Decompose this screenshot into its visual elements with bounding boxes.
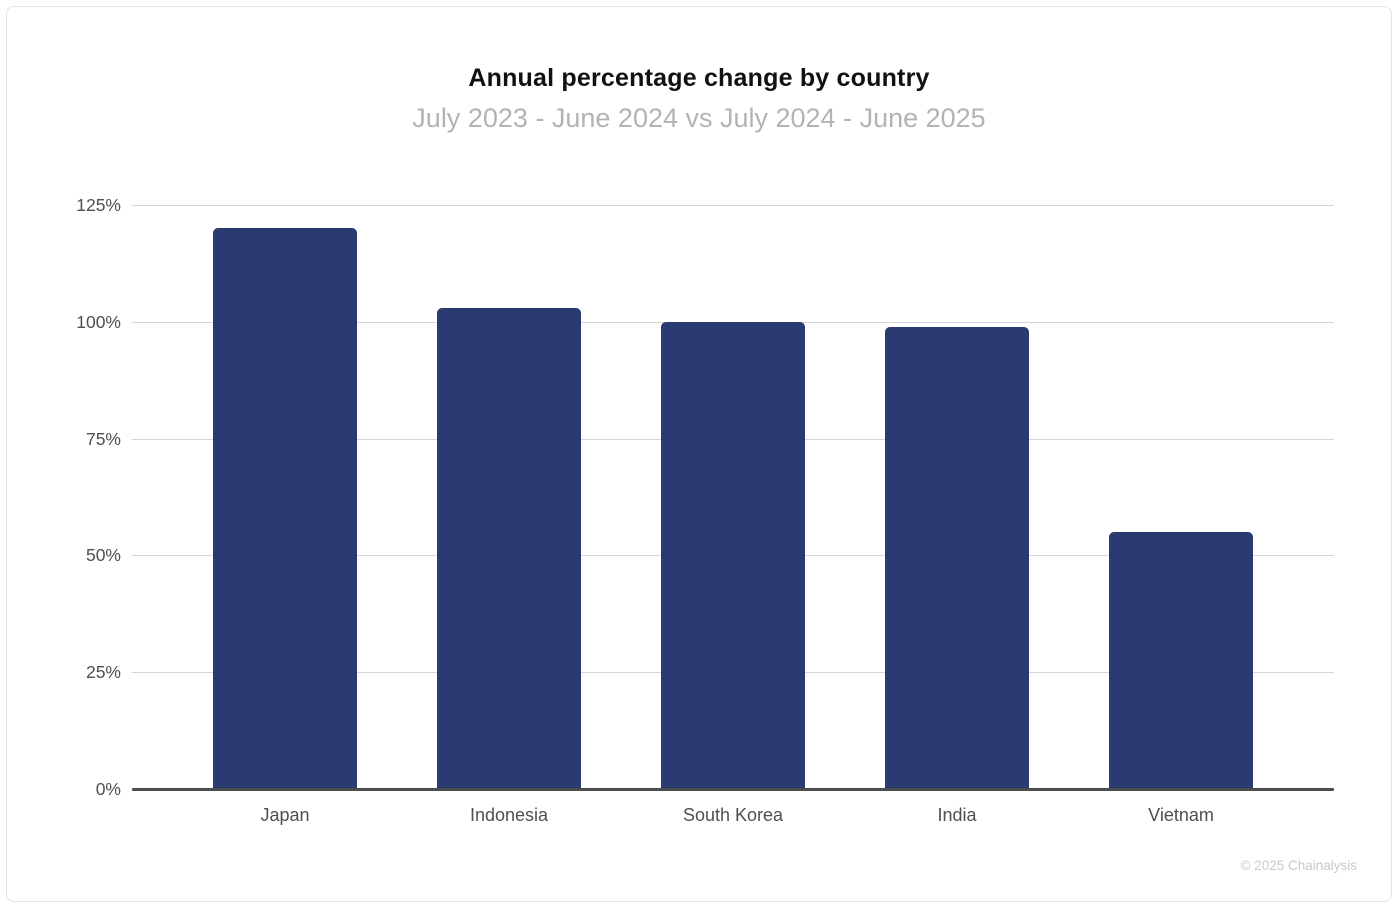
y-tick-label-0%: 0% bbox=[95, 779, 121, 799]
bar-vietnam bbox=[1109, 532, 1253, 789]
x-label-indonesia: Indonesia bbox=[469, 805, 549, 825]
bar-south-korea bbox=[661, 321, 805, 789]
x-label-vietnam: Vietnam bbox=[1148, 805, 1214, 825]
bar-indonesia bbox=[437, 307, 581, 789]
x-label-india: India bbox=[937, 805, 977, 825]
bars-layer bbox=[132, 205, 1334, 789]
gridline-125% bbox=[132, 205, 1334, 206]
y-tick-label-75%: 75% bbox=[85, 429, 121, 449]
y-tick-label-25%: 25% bbox=[85, 662, 121, 682]
bar-india bbox=[885, 326, 1029, 789]
chart-title: Annual percentage change by country bbox=[468, 64, 930, 92]
x-label-south-korea: South Korea bbox=[682, 805, 784, 825]
chart-header: Annual percentage change by country July… bbox=[7, 63, 1391, 134]
x-label-japan: Japan bbox=[260, 805, 310, 825]
x-axis-line bbox=[132, 788, 1334, 791]
copyright-text: © 2025 Chainalysis bbox=[1240, 858, 1357, 873]
chart-card: Annual percentage change by country July… bbox=[6, 6, 1392, 902]
y-tick-label-100%: 100% bbox=[76, 312, 121, 332]
y-tick-label-125%: 125% bbox=[76, 195, 121, 215]
chart-subtitle: July 2023 - June 2024 vs July 2024 - Jun… bbox=[412, 103, 986, 133]
y-tick-label-50%: 50% bbox=[85, 545, 121, 565]
x-axis-category-labels: Japan Indonesia South Korea India Vietnam bbox=[132, 803, 1334, 827]
bar-japan bbox=[213, 228, 357, 789]
